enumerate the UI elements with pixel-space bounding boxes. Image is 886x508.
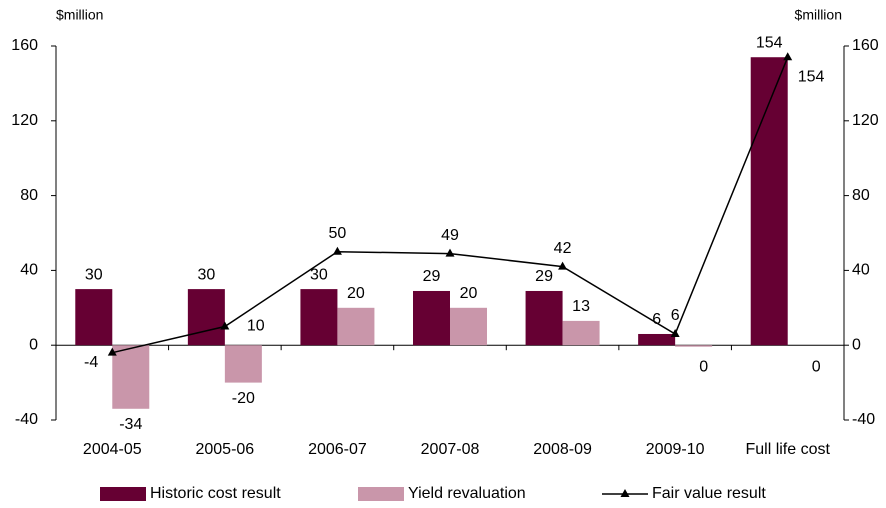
y2-tick-label: 120: [852, 112, 879, 129]
data-label: 6: [671, 307, 680, 324]
data-label: 0: [812, 358, 821, 375]
bar: [224, 345, 262, 383]
data-label: 30: [197, 266, 215, 283]
bar: [562, 320, 600, 346]
y-tick-label: -40: [15, 411, 38, 428]
data-label: 10: [247, 318, 265, 335]
bar: [638, 333, 676, 346]
legend-label: Historic cost result: [150, 485, 281, 502]
data-label: 49: [441, 227, 459, 244]
data-label: 42: [554, 240, 572, 257]
y-tick-label: 80: [20, 187, 38, 204]
y-tick-label: 40: [20, 262, 38, 279]
bar: [450, 307, 487, 346]
legend-swatch: [100, 487, 146, 501]
bar: [75, 289, 113, 346]
data-label: 30: [85, 266, 103, 283]
legend-swatch: [358, 487, 404, 501]
x-tick-label: 2004-05: [83, 441, 142, 458]
y-tick-label: 0: [29, 336, 38, 353]
data-label: -20: [232, 390, 255, 407]
x-tick-label: 2009-10: [646, 441, 705, 458]
y2-tick-label: 0: [852, 336, 861, 353]
marker: [107, 347, 117, 356]
y2-axis-label: $million: [795, 7, 842, 23]
x-tick-label: Full life cost: [745, 441, 830, 458]
marker: [445, 248, 455, 257]
data-label: 20: [460, 285, 478, 302]
y2-tick-label: 160: [852, 37, 879, 54]
bar: [413, 290, 450, 346]
bar: [112, 345, 150, 409]
bar: [337, 307, 375, 346]
data-label: -4: [84, 354, 98, 371]
marker: [332, 246, 342, 255]
bar: [300, 289, 338, 346]
legend-marker: [620, 489, 630, 497]
data-label: 13: [572, 298, 590, 315]
data-label: -34: [119, 416, 142, 433]
data-label: 0: [699, 358, 708, 375]
data-label: 29: [423, 268, 441, 285]
legend-label: Fair value result: [652, 485, 766, 502]
marker: [558, 261, 568, 270]
y-tick-label: 120: [11, 112, 38, 129]
data-label: 30: [310, 266, 328, 283]
marker: [670, 328, 680, 337]
x-tick-label: 2006-07: [308, 441, 367, 458]
bar: [750, 57, 788, 346]
data-label: 29: [535, 268, 553, 285]
bar: [675, 345, 713, 347]
data-label: 50: [329, 225, 347, 242]
y2-tick-label: 80: [852, 187, 870, 204]
marker: [220, 321, 230, 330]
y-axis-label: $million: [56, 7, 103, 23]
data-label: 154: [756, 34, 783, 51]
data-label: 154: [798, 68, 825, 85]
bar: [187, 289, 225, 346]
x-tick-label: 2008-09: [533, 441, 592, 458]
x-tick-label: 2005-06: [195, 441, 254, 458]
y-tick-label: 160: [11, 37, 38, 54]
bar: [525, 290, 563, 346]
data-label: 20: [347, 285, 365, 302]
y2-tick-label: -40: [852, 411, 875, 428]
legend-label: Yield revaluation: [408, 485, 526, 502]
x-tick-label: 2007-08: [421, 441, 480, 458]
data-label: 6: [652, 311, 661, 328]
y2-tick-label: 40: [852, 262, 870, 279]
marker: [783, 52, 793, 61]
